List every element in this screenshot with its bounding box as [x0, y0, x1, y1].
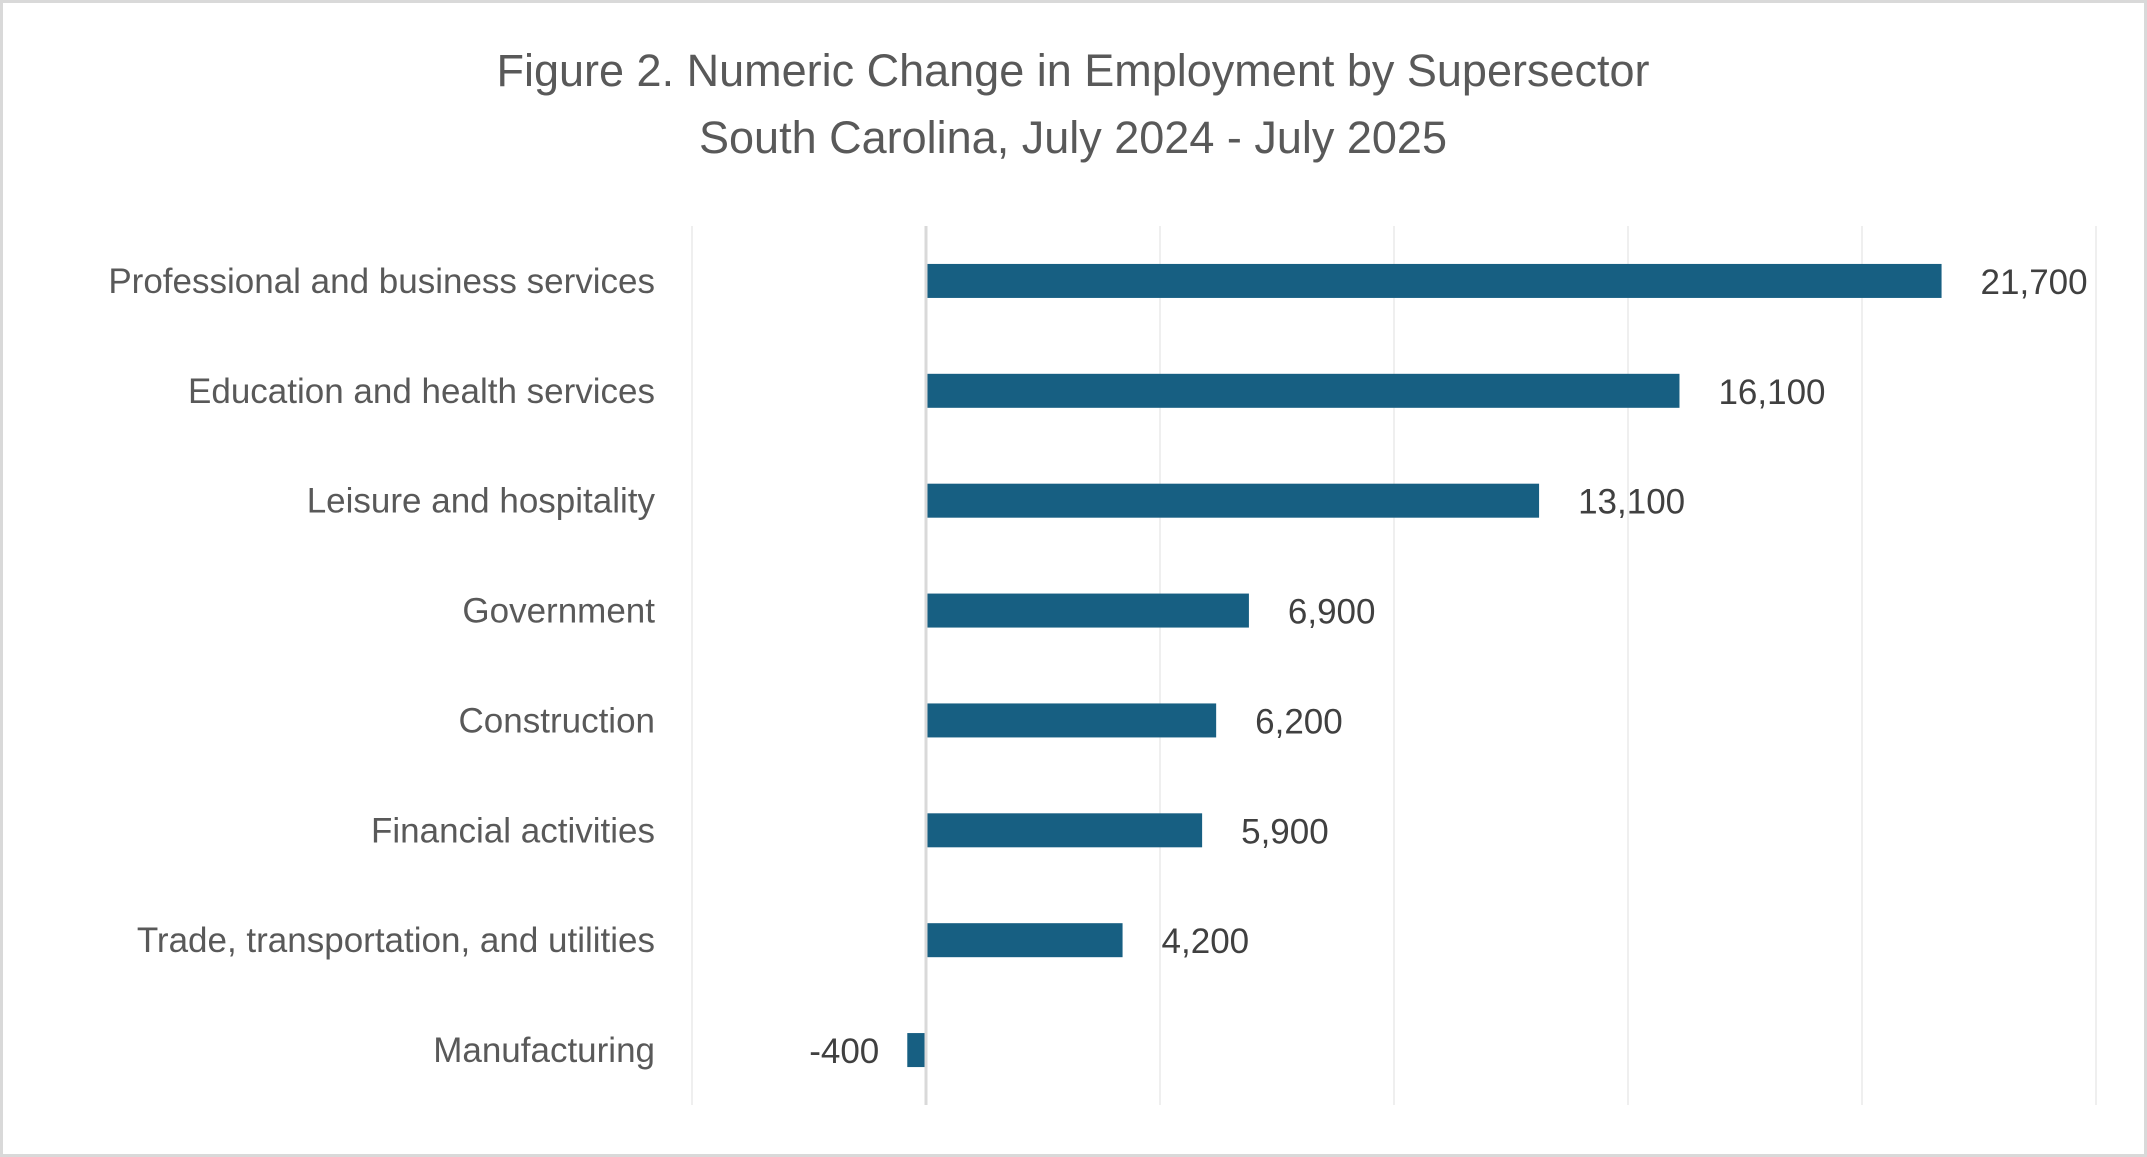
- bars: [907, 263, 1942, 1068]
- data-labels: 21,700 16,100 13,100 6,900 6,200 5,900 4,200 -4…: [809, 263, 2087, 1071]
- bar: [907, 1033, 926, 1068]
- data-label: 6,200: [1255, 702, 1343, 741]
- category-label: Government: [462, 592, 655, 631]
- bar: [926, 373, 1680, 408]
- category-label: Education and health services: [188, 372, 655, 411]
- bar: [926, 593, 1249, 628]
- data-label: -400: [809, 1032, 879, 1071]
- data-label: 6,900: [1288, 593, 1376, 632]
- category-label: Manufacturing: [433, 1031, 655, 1070]
- bar: [926, 483, 1540, 518]
- data-label: 13,100: [1578, 483, 1685, 522]
- bar: [926, 703, 1217, 738]
- category-label: Leisure and hospitality: [307, 482, 656, 521]
- category-label: Construction: [459, 701, 655, 740]
- bar: [926, 263, 1942, 298]
- data-label: 21,700: [1981, 263, 2088, 302]
- category-label: Financial activities: [371, 811, 655, 850]
- category-label: Professional and business services: [108, 262, 655, 301]
- bar: [926, 923, 1123, 958]
- data-label: 16,100: [1718, 373, 1825, 412]
- data-label: 5,900: [1241, 812, 1329, 851]
- chart-subtitle: South Carolina, July 2024 - July 2025: [699, 112, 1447, 163]
- bar: [926, 813, 1203, 848]
- gridlines: [691, 226, 2097, 1105]
- chart-title: Figure 2. Numeric Change in Employment b…: [496, 45, 1649, 96]
- category-labels: Professional and business services Educat…: [108, 262, 655, 1070]
- category-label: Trade, transportation, and utilities: [137, 921, 655, 960]
- data-label: 4,200: [1162, 922, 1250, 961]
